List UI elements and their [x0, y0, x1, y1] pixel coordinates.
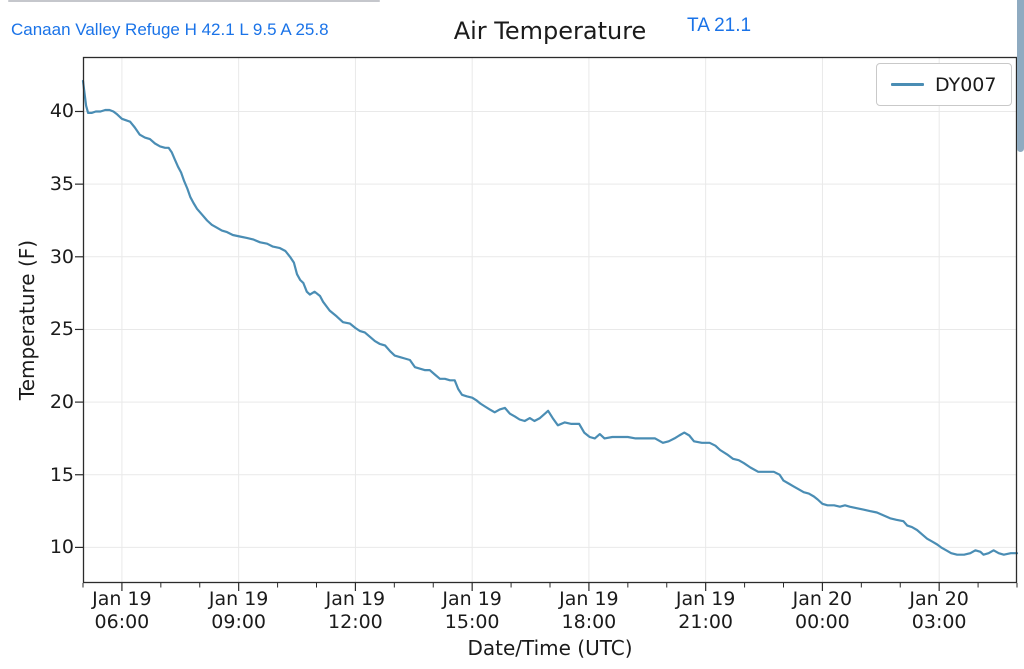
- y-tick-label: 15: [49, 463, 74, 486]
- y-tick-label: 40: [49, 100, 74, 123]
- temperature-series-line: [81, 79, 1019, 556]
- x-tick-label: Jan 19 06:00: [92, 588, 152, 633]
- current-temperature-reading[interactable]: TA 21.1: [687, 15, 752, 36]
- y-tick-label: 35: [49, 173, 74, 196]
- x-tick-label: Jan 19 12:00: [325, 588, 386, 633]
- x-tick-label: Jan 20 00:00: [792, 588, 853, 633]
- scrollbar-thumb[interactable]: [1017, 0, 1024, 152]
- chart-title: Air Temperature: [453, 17, 647, 45]
- x-tick-label: Jan 20 03:00: [909, 588, 969, 633]
- y-tick-label: 30: [49, 245, 74, 268]
- legend-line-sample: [891, 83, 924, 86]
- y-tick-label: 25: [49, 318, 74, 341]
- y-tick-label: 20: [49, 391, 74, 414]
- x-tick-label: Jan 19 09:00: [208, 588, 269, 633]
- station-summary-link[interactable]: Canaan Valley Refuge H 42.1 L 9.5 A 25.8: [11, 20, 329, 39]
- x-tick-label: Jan 19 21:00: [675, 588, 736, 633]
- plot-border: [82, 56, 1018, 584]
- y-tick-label: 10: [49, 536, 74, 559]
- y-axis-label: Temperature (F): [15, 239, 39, 401]
- x-axis-label: Date/Time (UTC): [467, 636, 633, 660]
- top-divider: [8, 0, 380, 2]
- x-tick-label: Jan 19 15:00: [442, 588, 502, 633]
- x-tick-label: Jan 19 18:00: [559, 588, 619, 633]
- legend: DY007: [876, 63, 1012, 106]
- legend-series-label: DY007: [935, 73, 997, 96]
